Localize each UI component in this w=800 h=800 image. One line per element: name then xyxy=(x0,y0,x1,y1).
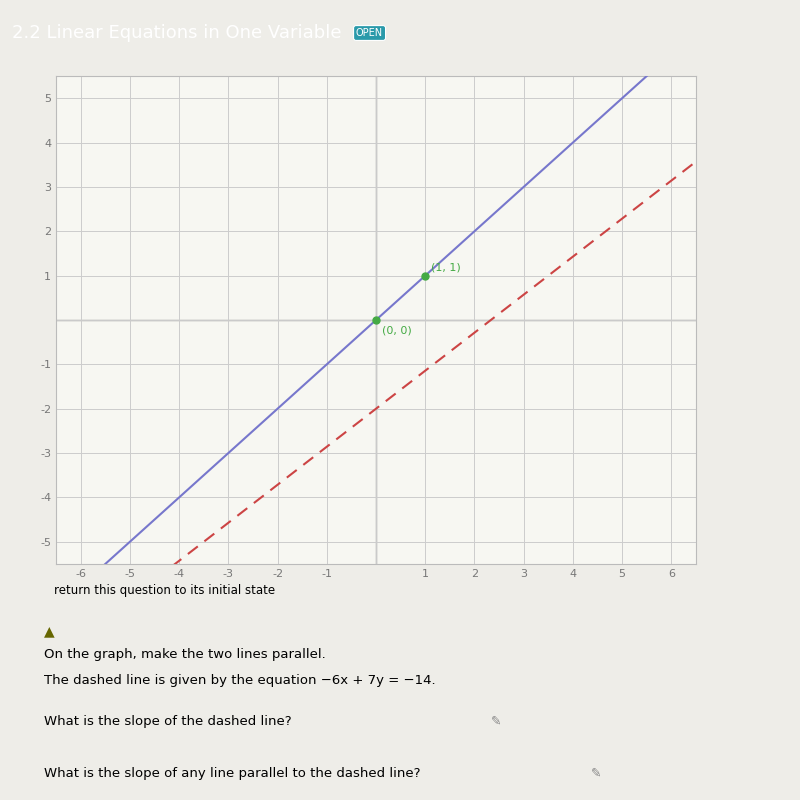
Text: What is the slope of the dashed line?: What is the slope of the dashed line? xyxy=(44,715,292,728)
Text: OPEN: OPEN xyxy=(356,28,383,38)
Text: return this question to its initial state: return this question to its initial stat… xyxy=(54,584,274,597)
Text: ✎: ✎ xyxy=(491,715,502,728)
Text: ▲: ▲ xyxy=(44,624,54,638)
Text: What is the slope of any line parallel to the dashed line?: What is the slope of any line parallel t… xyxy=(44,767,421,780)
Text: (1, 1): (1, 1) xyxy=(431,262,461,272)
Text: 2.2 Linear Equations in One Variable: 2.2 Linear Equations in One Variable xyxy=(12,24,342,42)
Text: ✎: ✎ xyxy=(591,767,602,780)
Text: The dashed line is given by the equation −6x + 7y = −14.: The dashed line is given by the equation… xyxy=(44,674,436,686)
Text: On the graph, make the two lines parallel.: On the graph, make the two lines paralle… xyxy=(44,648,326,661)
Text: (0, 0): (0, 0) xyxy=(382,326,412,335)
